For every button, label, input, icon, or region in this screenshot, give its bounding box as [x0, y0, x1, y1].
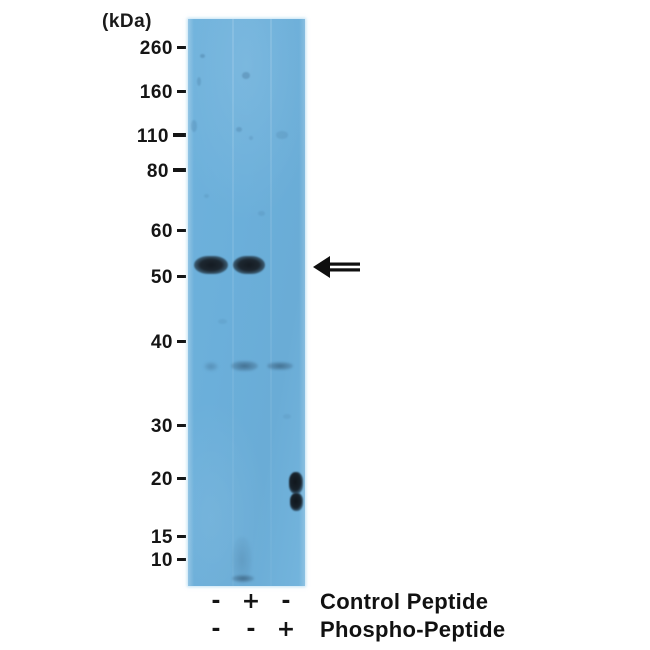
marker-80: 80 — [100, 160, 186, 182]
marker-tick-icon — [177, 89, 186, 93]
background-speck — [218, 319, 227, 324]
background-speck — [197, 77, 201, 86]
marker-50: 50 — [100, 266, 186, 288]
edge-artifact-lane-3-lower — [290, 493, 303, 511]
bottom-edge-band-lane-2 — [232, 575, 254, 582]
background-speck — [191, 120, 197, 132]
lane-seam — [270, 19, 272, 586]
membrane-edge-sheen — [188, 19, 194, 586]
membrane-edge-sheen — [299, 19, 305, 586]
marker-tick-icon — [173, 133, 186, 137]
nonspecific-band-lane-3 — [267, 362, 293, 370]
marker-label-20: 20 — [150, 468, 173, 490]
phospho-peptide-lane-1-value: - — [211, 617, 221, 642]
control-peptide-lane-2-value: + — [241, 589, 261, 614]
background-speck — [283, 414, 291, 419]
background-speck — [200, 54, 205, 58]
marker-10: 10 — [100, 549, 186, 571]
marker-label-40: 40 — [150, 331, 173, 353]
marker-label-60: 60 — [150, 220, 173, 242]
marker-40: 40 — [100, 331, 186, 353]
marker-label-15: 15 — [150, 526, 173, 548]
background-speck — [236, 127, 242, 132]
phospho-peptide-lane-2-value: - — [246, 617, 256, 642]
control-peptide-label: Control Peptide — [320, 589, 489, 614]
edge-artifact-lane-3-upper — [289, 472, 303, 494]
marker-tick-icon — [177, 534, 186, 538]
control-peptide-row: - + - Control Peptide — [0, 590, 650, 614]
kda-unit-label: (kDa) — [102, 11, 153, 32]
marker-label-110: 110 — [136, 125, 169, 147]
background-speck — [249, 136, 253, 140]
marker-20: 20 — [100, 468, 186, 490]
marker-tick-icon — [173, 168, 186, 172]
marker-tick-icon — [177, 423, 186, 427]
phospho-peptide-row: - - + Phospho-Peptide — [0, 618, 650, 642]
control-peptide-lane-3-value: - — [281, 589, 291, 614]
background-speck — [204, 194, 209, 198]
control-peptide-lane-1-value: - — [211, 589, 221, 614]
background-speck — [276, 131, 288, 139]
lane-seam — [232, 19, 234, 586]
marker-tick-icon — [177, 557, 186, 561]
blot-membrane — [188, 19, 305, 586]
marker-label-30: 30 — [150, 415, 173, 437]
nonspecific-band-lane-1 — [204, 362, 218, 371]
marker-tick-icon — [177, 228, 186, 232]
marker-label-260: 260 — [139, 37, 173, 59]
marker-label-160: 160 — [139, 81, 173, 103]
marker-tick-icon — [177, 274, 186, 278]
marker-label-80: 80 — [146, 160, 169, 182]
target-band-lane-2 — [233, 256, 265, 274]
marker-label-10: 10 — [150, 549, 173, 571]
phospho-peptide-lane-3-value: + — [276, 617, 296, 642]
marker-160: 160 — [100, 81, 186, 103]
bottom-smudge-lane-2 — [232, 537, 252, 583]
marker-60: 60 — [100, 220, 186, 242]
nonspecific-band-lane-2 — [231, 361, 258, 371]
target-band-lane-1 — [194, 256, 228, 274]
marker-30: 30 — [100, 415, 186, 437]
marker-260: 260 — [100, 37, 186, 59]
marker-tick-icon — [177, 45, 186, 49]
band-pointer-arrow-icon — [313, 255, 361, 279]
marker-110: 110 — [100, 125, 186, 147]
marker-label-50: 50 — [150, 266, 173, 288]
background-speck — [242, 72, 250, 79]
marker-tick-icon — [177, 476, 186, 480]
background-speck — [258, 211, 265, 216]
marker-tick-icon — [177, 339, 186, 343]
phospho-peptide-label: Phospho-Peptide — [320, 617, 506, 642]
marker-15: 15 — [100, 526, 186, 548]
